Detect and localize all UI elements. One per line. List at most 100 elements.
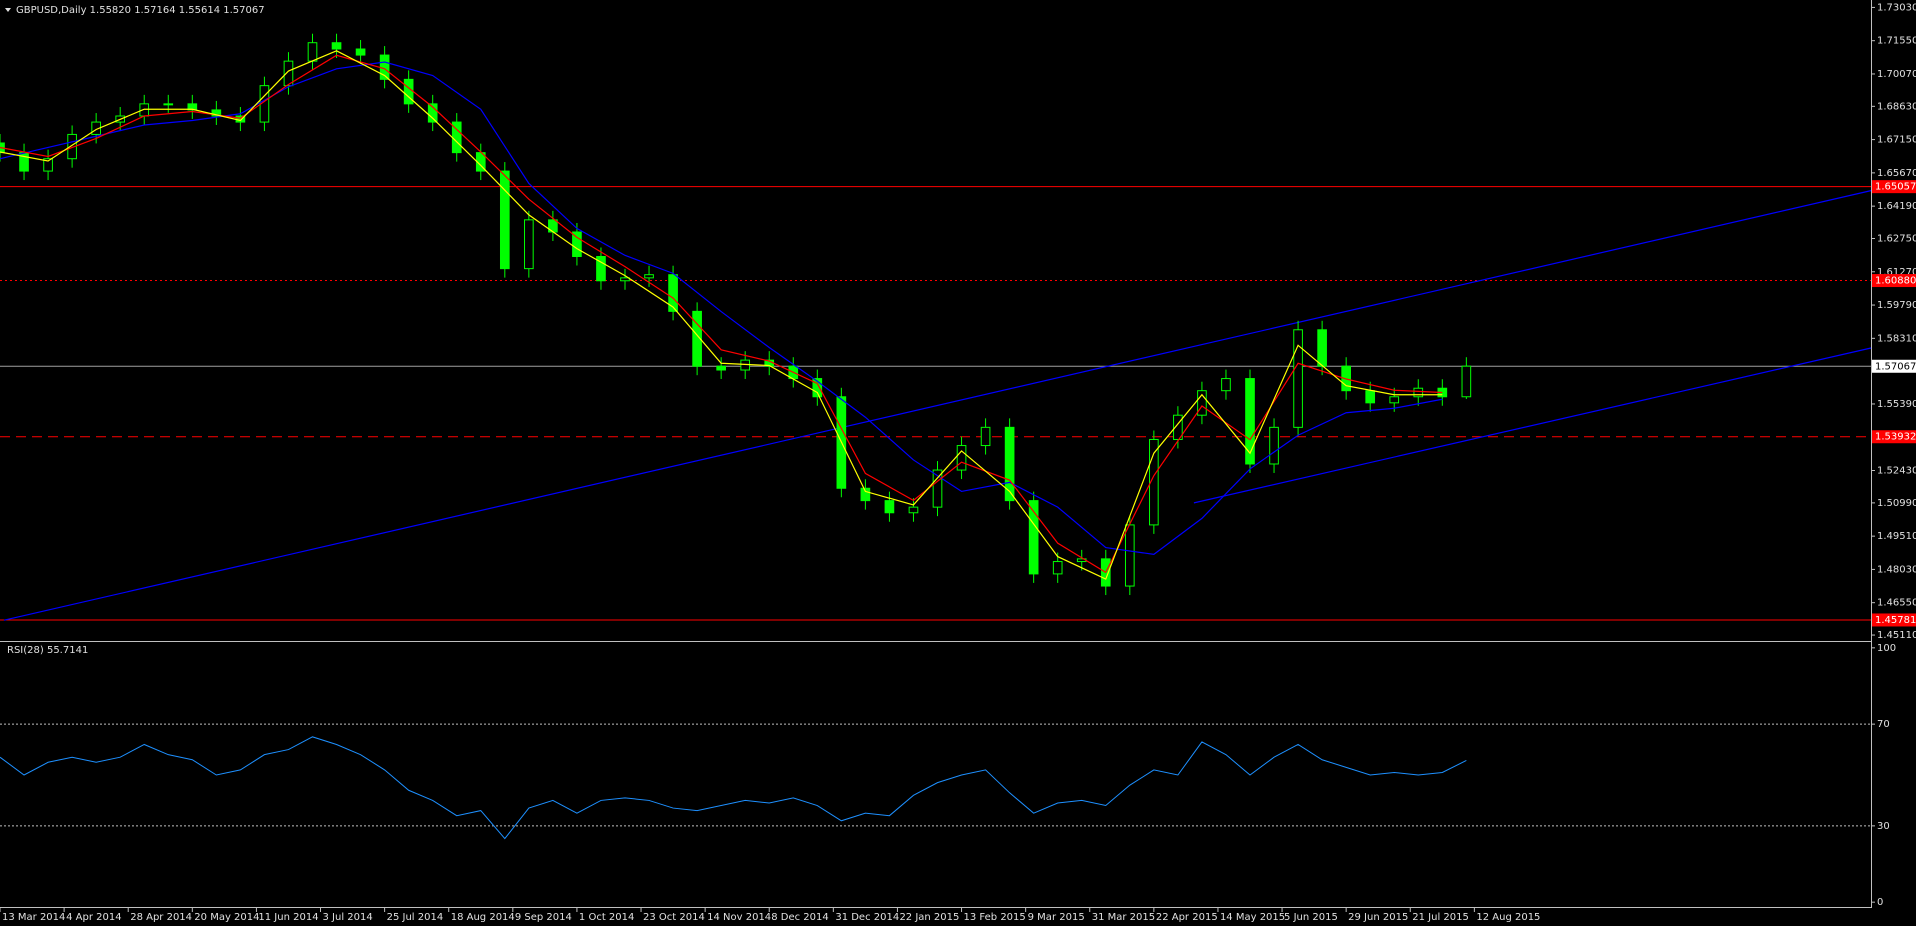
y-tick-label: 1.46550 xyxy=(1877,598,1916,609)
y-tick-label: 1.55390 xyxy=(1877,399,1916,410)
candle-body xyxy=(596,255,606,282)
y-tick-label: 1.52430 xyxy=(1877,466,1916,477)
x-tick-label: 8 Dec 2014 xyxy=(771,912,829,923)
x-tick-label: 9 Sep 2014 xyxy=(515,912,572,923)
x-tick-label: 13 Feb 2015 xyxy=(964,912,1026,923)
candle-body xyxy=(499,170,510,270)
y-tick-label: 1.67150 xyxy=(1877,135,1916,146)
x-tick-label: 3 Jul 2014 xyxy=(323,912,373,923)
x-tick-label: 13 Mar 2014 xyxy=(2,912,65,923)
y-tick-label: 0 xyxy=(1877,897,1883,908)
candle-body xyxy=(956,445,967,471)
candle-body xyxy=(716,365,726,371)
y-tick-label: 1.58310 xyxy=(1877,333,1916,344)
candle-body xyxy=(1245,378,1255,465)
candle-body xyxy=(932,469,943,508)
candle-body xyxy=(1221,378,1231,392)
candle-body xyxy=(283,60,294,87)
candle-body xyxy=(355,48,366,56)
candle-body xyxy=(668,274,678,312)
y-tick-label: 70 xyxy=(1877,719,1890,730)
candle-body xyxy=(427,103,438,123)
x-tick-label: 1 Oct 2014 xyxy=(579,912,634,923)
candle-body xyxy=(1197,390,1207,416)
x-tick-label: 21 Jul 2015 xyxy=(1412,912,1469,923)
y-tick-label: 1.45110 xyxy=(1877,630,1916,641)
candle-body xyxy=(908,506,919,514)
candle-body xyxy=(331,42,342,50)
candle-body xyxy=(1124,524,1135,587)
x-tick-label: 29 Jun 2015 xyxy=(1348,912,1408,923)
x-tick-label: 31 Dec 2014 xyxy=(835,912,899,923)
candle-body xyxy=(980,426,991,447)
price-label: 1.53932 xyxy=(1875,432,1916,443)
candle-body xyxy=(860,487,871,502)
y-tick-label: 1.61270 xyxy=(1877,267,1916,278)
y-tick-label: 1.68630 xyxy=(1877,101,1916,112)
trend-line xyxy=(3,190,1872,621)
candle-body xyxy=(1389,396,1400,404)
candle-body xyxy=(572,231,582,257)
y-tick-label: 1.48030 xyxy=(1877,564,1916,575)
x-tick-label: 22 Jan 2015 xyxy=(899,912,959,923)
y-tick-label: 1.50990 xyxy=(1877,498,1916,509)
candle-body xyxy=(1365,390,1376,404)
candle-body xyxy=(1413,387,1424,398)
menu-arrow[interactable] xyxy=(5,8,11,12)
price-label: 1.60880 xyxy=(1875,276,1916,287)
moving-average xyxy=(0,61,1443,555)
moving-average xyxy=(0,50,1443,580)
x-tick-label: 4 Apr 2014 xyxy=(66,912,121,923)
price-label-box xyxy=(1872,180,1916,194)
x-tick-label: 22 Apr 2015 xyxy=(1156,912,1218,923)
x-tick-label: 14 May 2015 xyxy=(1220,912,1285,923)
candle-body xyxy=(1461,365,1472,398)
candle-body xyxy=(1269,426,1279,465)
y-tick-label: 1.70070 xyxy=(1877,69,1916,80)
x-tick-label: 5 Jun 2015 xyxy=(1284,912,1338,923)
y-tick-label: 1.71550 xyxy=(1877,36,1916,47)
x-tick-label: 25 Jul 2014 xyxy=(387,912,444,923)
y-tick-label: 1.49510 xyxy=(1877,531,1916,542)
chart-title: GBPUSD,Daily 1.55820 1.57164 1.55614 1.5… xyxy=(16,5,265,16)
candle-body xyxy=(163,103,174,106)
candle-body xyxy=(1317,329,1327,367)
candle-body xyxy=(67,133,77,160)
x-tick-label: 11 Jun 2014 xyxy=(258,912,318,923)
x-tick-label: 12 Aug 2015 xyxy=(1476,912,1540,923)
x-tick-label: 28 Apr 2014 xyxy=(130,912,192,923)
candle-body xyxy=(884,500,895,514)
x-tick-label: 23 Oct 2014 xyxy=(643,912,705,923)
candle-body xyxy=(187,103,198,111)
candle-body xyxy=(1004,426,1015,502)
price-label: 1.65057 xyxy=(1875,182,1916,193)
price-label-box xyxy=(1872,274,1916,288)
candle-body xyxy=(1293,329,1303,428)
x-tick-label: 14 Nov 2014 xyxy=(707,912,771,923)
y-tick-label: 1.64190 xyxy=(1877,201,1916,212)
price-label: 1.57067 xyxy=(1875,361,1916,372)
indicator-title: RSI(28) 55.7141 xyxy=(7,645,88,656)
candle-body xyxy=(307,42,318,62)
x-tick-label: 18 Aug 2014 xyxy=(451,912,515,923)
trend-line xyxy=(1193,347,1872,504)
candle-body xyxy=(692,310,702,367)
price-label-box xyxy=(1872,613,1916,627)
y-tick-label: 1.62750 xyxy=(1877,234,1916,245)
x-tick-label: 20 May 2014 xyxy=(194,912,259,923)
moving-average xyxy=(0,54,1443,574)
x-tick-label: 9 Mar 2015 xyxy=(1028,912,1085,923)
candle-body xyxy=(211,109,222,117)
candle-body xyxy=(812,378,823,398)
candle-body xyxy=(620,277,630,282)
y-tick-label: 1.65670 xyxy=(1877,168,1916,179)
price-label-box xyxy=(1872,359,1916,373)
candle-body xyxy=(1149,438,1159,526)
candle-body xyxy=(644,274,654,279)
rsi-line xyxy=(0,736,1467,840)
candle-body xyxy=(1173,414,1183,440)
candle-body xyxy=(1052,561,1063,575)
